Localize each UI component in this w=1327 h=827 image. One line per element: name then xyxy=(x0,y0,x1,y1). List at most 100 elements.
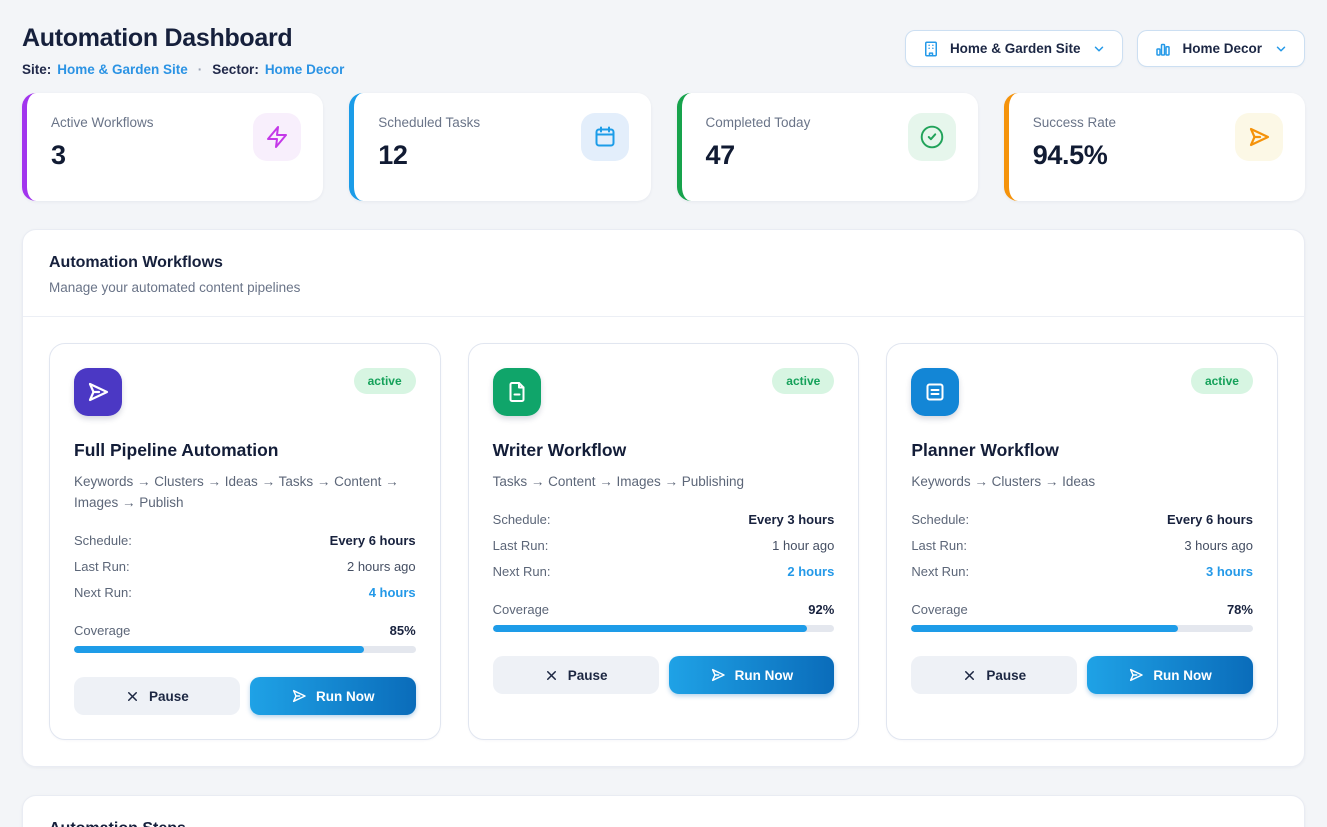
workflow-card-writer: active Writer Workflow Tasks → Content →… xyxy=(467,343,860,741)
next-run-label: Next Run: xyxy=(911,564,970,580)
next-run-row: Next Run: 2 hours xyxy=(493,559,835,585)
pause-label: Pause xyxy=(986,667,1027,683)
run-now-button[interactable]: Run Now xyxy=(1087,656,1253,695)
sector-label: Sector: xyxy=(212,62,259,77)
next-run-row: Next Run: 3 hours xyxy=(911,559,1253,585)
page-title: Automation Dashboard xyxy=(22,24,293,52)
stat-card-completed-today: Completed Today 47 xyxy=(676,93,978,201)
run-now-label: Run Now xyxy=(734,667,794,683)
workflow-card-top: active xyxy=(492,368,835,416)
stat-value: 47 xyxy=(705,140,736,170)
send-icon xyxy=(291,688,307,704)
steps-title: Automation Steps xyxy=(49,820,1278,827)
next-run-value: 2 hours xyxy=(787,564,835,580)
schedule-value: Every 6 hours xyxy=(329,533,416,549)
workflow-title: Planner Workflow xyxy=(911,440,1059,460)
breadcrumb-separator: · xyxy=(197,62,203,77)
chevron-down-icon xyxy=(1092,42,1106,56)
site-selector-dropdown[interactable]: Home & Garden Site xyxy=(904,30,1124,67)
site-link[interactable]: Home & Garden Site xyxy=(57,62,188,77)
coverage-label: Coverage xyxy=(74,623,131,639)
workflow-pipeline: Keywords → Clusters → Ideas xyxy=(911,474,1096,489)
steps-panel: Automation Steps Configure which steps a… xyxy=(22,795,1305,827)
pause-label: Pause xyxy=(149,688,189,704)
workflow-card-top: active xyxy=(74,368,416,416)
run-now-button[interactable]: Run Now xyxy=(249,677,416,716)
calendar-icon xyxy=(580,113,629,161)
x-icon xyxy=(125,689,140,704)
coverage-progressbar xyxy=(911,625,1253,633)
stat-label: Completed Today xyxy=(705,115,811,130)
site-selector-label: Home & Garden Site xyxy=(949,41,1081,56)
send-icon xyxy=(74,368,122,416)
schedule-row: Schedule: Every 6 hours xyxy=(74,528,416,554)
coverage-label: Coverage xyxy=(492,602,550,618)
coverage-value: 85% xyxy=(389,623,416,639)
last-run-value: 2 hours ago xyxy=(346,559,416,575)
schedule-label: Schedule: xyxy=(74,533,132,549)
breadcrumb: Site: Home & Garden Site · Sector: Home … xyxy=(22,62,344,77)
coverage-progressbar xyxy=(74,646,416,654)
next-run-label: Next Run: xyxy=(492,564,551,580)
steps-panel-header: Automation Steps Configure which steps a… xyxy=(23,796,1304,827)
coverage-progress-fill xyxy=(74,646,365,654)
lightning-icon xyxy=(253,113,302,161)
run-now-label: Run Now xyxy=(1153,667,1212,683)
coverage-value: 92% xyxy=(808,602,835,618)
workflow-card-planner: active Planner Workflow Keywords → Clust… xyxy=(886,343,1278,741)
schedule-row: Schedule: Every 6 hours xyxy=(911,507,1253,533)
coverage-progress-fill xyxy=(492,625,807,633)
schedule-label: Schedule: xyxy=(492,512,551,528)
send-icon xyxy=(1235,113,1283,161)
site-label: Site: xyxy=(22,62,52,77)
building-icon xyxy=(922,40,940,58)
stat-label: Active Workflows xyxy=(51,115,154,130)
schedule-value: Every 6 hours xyxy=(1166,512,1253,528)
coverage-progressbar xyxy=(492,625,835,633)
coverage-row: Coverage 85% xyxy=(74,618,416,647)
workflow-pipeline: Keywords → Clusters → Ideas → Tasks → Co… xyxy=(74,474,399,510)
workflow-cards-grid: active Full Pipeline Automation Keywords… xyxy=(23,317,1304,766)
last-run-value: 3 hours ago xyxy=(1184,538,1253,554)
stat-value: 12 xyxy=(378,140,408,170)
workflow-title: Full Pipeline Automation xyxy=(74,440,279,460)
status-badge: active xyxy=(353,368,416,394)
coverage-label: Coverage xyxy=(911,602,968,618)
x-icon xyxy=(962,668,977,683)
run-now-button[interactable]: Run Now xyxy=(668,656,835,695)
last-run-row: Last Run: 2 hours ago xyxy=(74,554,416,580)
workflow-pipeline: Tasks → Content → Images → Publishing xyxy=(492,474,745,489)
schedule-label: Schedule: xyxy=(911,512,970,528)
workflows-panel-header: Automation Workflows Manage your automat… xyxy=(23,230,1304,317)
pause-button[interactable]: Pause xyxy=(74,677,240,716)
schedule-row: Schedule: Every 3 hours xyxy=(493,507,835,533)
send-icon xyxy=(1128,667,1144,683)
pause-button[interactable]: Pause xyxy=(911,656,1078,695)
stat-value: 94.5% xyxy=(1032,140,1108,170)
sector-selector-dropdown[interactable]: Home Decor xyxy=(1137,30,1305,67)
status-badge: active xyxy=(772,368,835,394)
coverage-row: Coverage 92% xyxy=(493,597,835,626)
pause-button[interactable]: Pause xyxy=(492,656,659,695)
workflow-actions: Pause Run Now xyxy=(911,656,1253,695)
coverage-row: Coverage 78% xyxy=(911,597,1253,626)
workflow-card-full-pipeline: active Full Pipeline Automation Keywords… xyxy=(49,343,441,741)
last-run-label: Last Run: xyxy=(911,538,967,554)
run-now-label: Run Now xyxy=(315,688,375,704)
workflows-subtitle: Manage your automated content pipelines xyxy=(49,280,301,295)
bar-chart-icon xyxy=(1154,40,1172,58)
next-run-row: Next Run: 4 hours xyxy=(74,580,416,606)
last-run-label: Last Run: xyxy=(492,538,549,554)
workflow-actions: Pause Run Now xyxy=(74,677,416,716)
sector-link[interactable]: Home Decor xyxy=(264,62,345,77)
coverage-progress-fill xyxy=(911,625,1178,633)
chevron-down-icon xyxy=(1274,42,1288,56)
check-circle-icon xyxy=(907,113,956,161)
workflow-card-top: active xyxy=(911,368,1253,416)
last-run-label: Last Run: xyxy=(74,559,130,575)
schedule-value: Every 3 hours xyxy=(748,512,835,528)
last-run-row: Last Run: 3 hours ago xyxy=(911,533,1253,559)
topbar: Automation Dashboard Site: Home & Garden… xyxy=(22,24,1305,77)
workflows-panel: Automation Workflows Manage your automat… xyxy=(22,229,1305,768)
